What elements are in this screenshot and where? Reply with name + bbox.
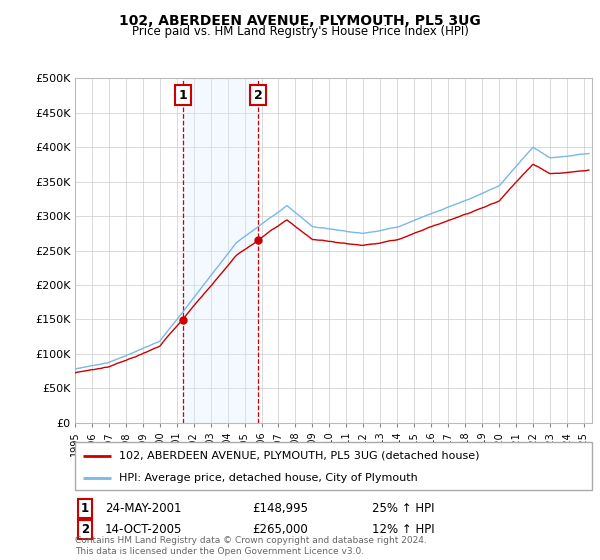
Text: 14-OCT-2005: 14-OCT-2005 <box>105 522 182 536</box>
Text: HPI: Average price, detached house, City of Plymouth: HPI: Average price, detached house, City… <box>119 473 418 483</box>
Text: 102, ABERDEEN AVENUE, PLYMOUTH, PL5 3UG (detached house): 102, ABERDEEN AVENUE, PLYMOUTH, PL5 3UG … <box>119 451 479 461</box>
Text: 24-MAY-2001: 24-MAY-2001 <box>105 502 182 515</box>
Text: 2: 2 <box>254 88 262 102</box>
Bar <box>183 78 258 423</box>
Text: £148,995: £148,995 <box>252 502 308 515</box>
Text: 1: 1 <box>179 88 188 102</box>
Text: 12% ↑ HPI: 12% ↑ HPI <box>372 522 434 536</box>
Text: £265,000: £265,000 <box>252 522 308 536</box>
Text: Price paid vs. HM Land Registry's House Price Index (HPI): Price paid vs. HM Land Registry's House … <box>131 25 469 38</box>
Text: 102, ABERDEEN AVENUE, PLYMOUTH, PL5 3UG: 102, ABERDEEN AVENUE, PLYMOUTH, PL5 3UG <box>119 14 481 28</box>
FancyBboxPatch shape <box>75 442 592 490</box>
Text: 1: 1 <box>81 502 89 515</box>
Text: Contains HM Land Registry data © Crown copyright and database right 2024.
This d: Contains HM Land Registry data © Crown c… <box>75 536 427 556</box>
Text: 2: 2 <box>81 522 89 536</box>
Text: 25% ↑ HPI: 25% ↑ HPI <box>372 502 434 515</box>
